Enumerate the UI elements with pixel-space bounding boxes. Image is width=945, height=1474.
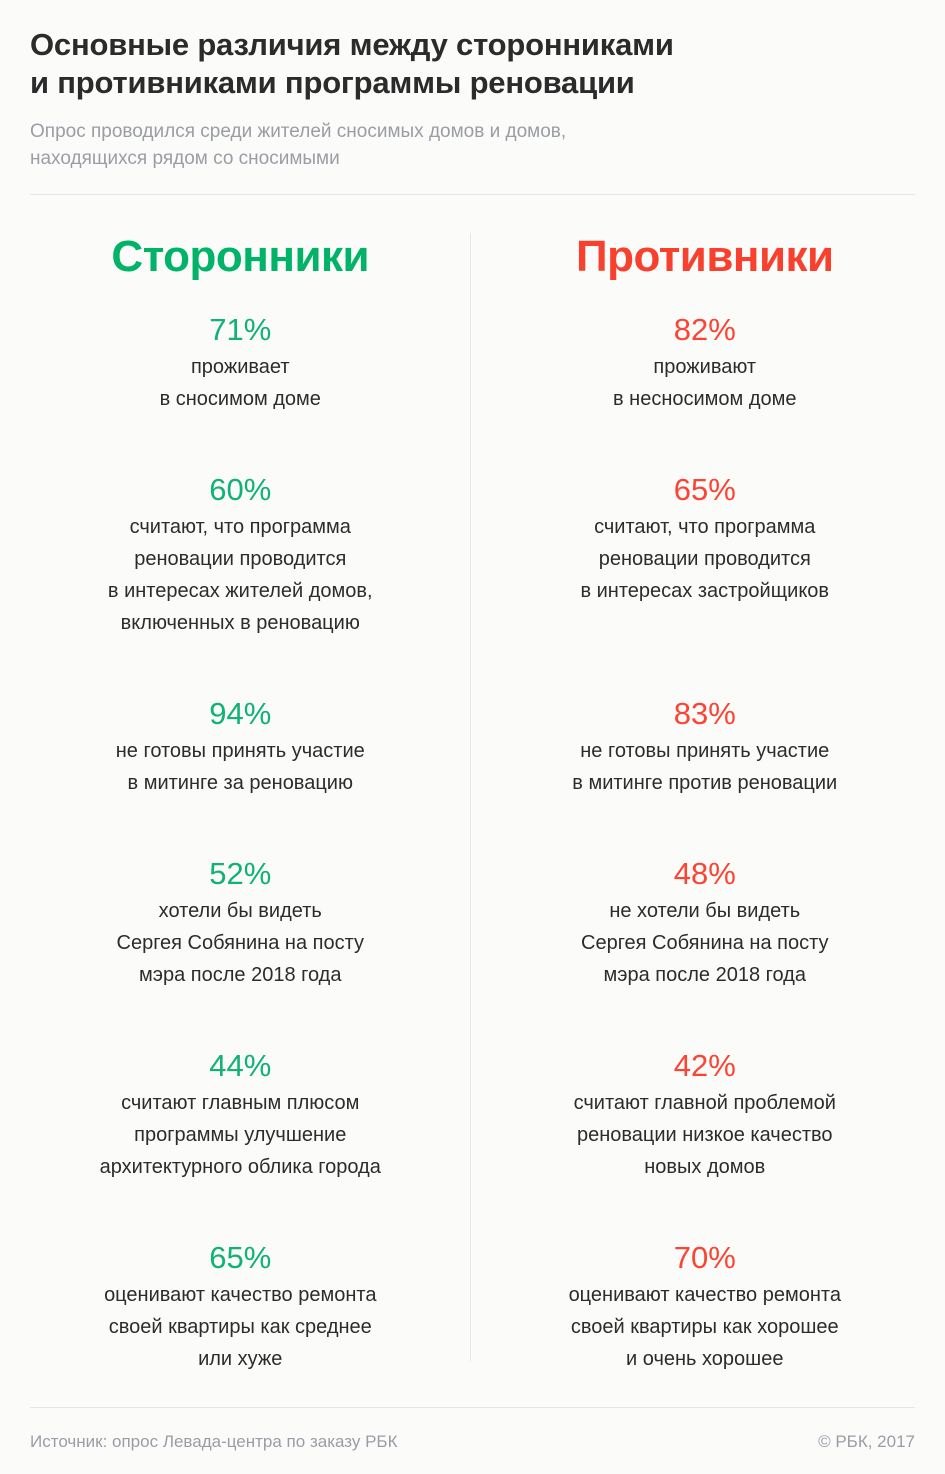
- column-heading-opponents: Противники: [575, 232, 834, 281]
- stat-label: не готовы принять участие в митинге за р…: [115, 740, 365, 794]
- stat-value: 44%: [209, 1048, 272, 1083]
- header: Основные различия между сторонниками и п…: [0, 0, 945, 172]
- stat-label: оценивают качество ремонта своей квартир…: [104, 1284, 377, 1370]
- stat-value: 83%: [673, 696, 736, 731]
- column-heading-supporters: Сторонники: [111, 232, 370, 281]
- comparison-columns: Сторонники 71% проживает в сносимом доме…: [0, 195, 945, 1375]
- stat-block: 65% оценивают качество ремонта своей ква…: [26, 1239, 455, 1375]
- opponents-stat-list: 82% проживают в несносимом доме 65% счит…: [491, 311, 920, 1375]
- stat-value: 42%: [673, 1048, 736, 1083]
- footer-divider: [30, 1407, 915, 1408]
- header-divider: [30, 194, 915, 195]
- stat-value: 48%: [673, 856, 736, 891]
- stat-block: 70% оценивают качество ремонта своей ква…: [491, 1239, 920, 1375]
- copyright-note: © РБК, 2017: [818, 1432, 915, 1451]
- column-divider: [470, 233, 471, 1361]
- stat-label: не готовы принять участие в митинге прот…: [572, 740, 838, 794]
- stat-label: оценивают качество ремонта своей квартир…: [568, 1284, 841, 1370]
- stat-label: не хотели бы видеть Сергея Собянина на п…: [581, 900, 829, 986]
- stat-value: 71%: [209, 312, 272, 347]
- stat-label: хотели бы видеть Сергея Собянина на пост…: [116, 900, 364, 986]
- page-subtitle: Опрос проводился среди жителей сносимых …: [30, 121, 567, 169]
- source-note: Источник: опрос Левада-центра по заказу …: [30, 1432, 398, 1451]
- stat-block: 60% считают, что программа реновации про…: [26, 471, 455, 639]
- supporters-stat-list: 71% проживает в сносимом доме 60% считаю…: [26, 311, 455, 1375]
- stat-block: 82% проживают в несносимом доме: [491, 311, 920, 415]
- stat-label: проживает в сносимом доме: [159, 356, 321, 410]
- stat-value: 52%: [209, 856, 272, 891]
- stat-block: 83% не готовы принять участие в митинге …: [491, 695, 920, 799]
- stat-value: 82%: [673, 312, 736, 347]
- stat-label: считают, что программа реновации проводи…: [580, 516, 830, 602]
- stat-label: считают главной проблемой реновации низк…: [573, 1092, 836, 1178]
- stat-value: 65%: [209, 1240, 272, 1275]
- stat-block: 48% не хотели бы видеть Сергея Собянина …: [491, 855, 920, 991]
- stat-block: 71% проживает в сносимом доме: [26, 311, 455, 415]
- stat-label: считают главным плюсом программы улучшен…: [99, 1092, 381, 1178]
- stat-block: 65% считают, что программа реновации про…: [491, 471, 920, 639]
- stat-value: 65%: [673, 472, 736, 507]
- stat-label: проживают в несносимом доме: [612, 356, 797, 410]
- column-opponents: Противники 82% проживают в несносимом до…: [473, 195, 938, 1375]
- stat-value: 60%: [209, 472, 272, 507]
- column-supporters: Сторонники 71% проживает в сносимом доме…: [8, 195, 473, 1375]
- footer: Источник: опрос Левада-центра по заказу …: [30, 1430, 915, 1454]
- stat-value: 70%: [673, 1240, 736, 1275]
- stat-block: 52% хотели бы видеть Сергея Собянина на …: [26, 855, 455, 991]
- stat-block: 94% не готовы принять участие в митинге …: [26, 695, 455, 799]
- page-title: Основные различия между сторонниками и п…: [30, 27, 674, 100]
- stat-label: считают, что программа реновации проводи…: [107, 516, 373, 634]
- stat-value: 94%: [209, 696, 272, 731]
- stat-block: 44% считают главным плюсом программы улу…: [26, 1047, 455, 1183]
- stat-block: 42% считают главной проблемой реновации …: [491, 1047, 920, 1183]
